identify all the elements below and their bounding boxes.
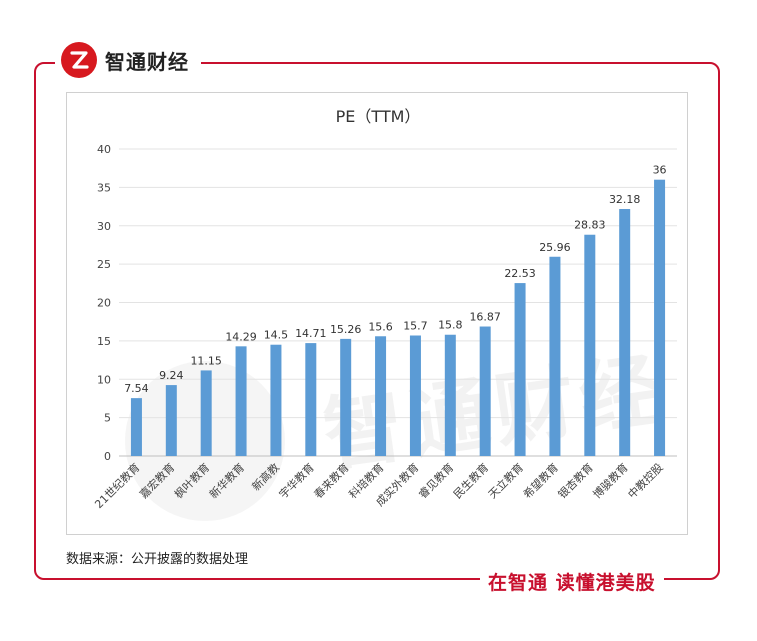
data-label: 22.53: [504, 267, 536, 280]
x-tick-label: 新华教育: [206, 460, 247, 501]
x-tick-label: 新高教: [249, 460, 282, 493]
y-tick-label: 30: [97, 220, 111, 233]
source-note: 数据来源：公开披露的数据处理: [66, 552, 249, 567]
brand-header: 智通财经: [55, 40, 201, 80]
y-tick-label: 25: [97, 258, 111, 271]
data-label: 14.29: [225, 330, 257, 343]
bar: [479, 326, 491, 456]
x-tick-label: 春来教育: [311, 460, 352, 501]
x-tick-label: 21世纪教育: [92, 460, 143, 511]
bar: [305, 343, 317, 456]
data-label: 15.8: [438, 319, 463, 332]
y-tick-label: 35: [97, 181, 111, 194]
data-label: 28.83: [574, 219, 606, 232]
data-label: 15.7: [403, 320, 428, 333]
data-label: 14.5: [264, 329, 289, 342]
data-label: 25.96: [539, 241, 571, 254]
bar: [270, 344, 282, 456]
data-label: 15.6: [368, 320, 393, 333]
y-tick-label: 10: [97, 373, 111, 386]
x-tick-label: 希望教育: [520, 460, 561, 501]
y-tick-label: 20: [97, 297, 111, 310]
x-tick-label: 博骏教育: [590, 460, 631, 501]
bar: [444, 334, 456, 456]
y-tick-label: 15: [97, 335, 111, 348]
x-tick-label: 宇华教育: [276, 460, 317, 501]
y-tick-label: 40: [97, 143, 111, 156]
bar: [514, 283, 526, 456]
bar: [619, 209, 631, 456]
chart-area: 智通财经 PE（TTM） 0 5 10 15 20 25 30 35 40 7.54 21世纪教育 9.…: [66, 92, 688, 535]
border-frame: [34, 62, 720, 580]
bar: [235, 346, 247, 456]
slogan: 在智通 读懂港美股: [480, 566, 664, 596]
chart-title: PE（TTM）: [336, 107, 421, 126]
data-label: 32.18: [609, 193, 641, 206]
data-label: 9.24: [159, 369, 184, 382]
x-tick-label: 睿见教育: [415, 460, 456, 501]
x-tick-label: 天立教育: [485, 460, 526, 501]
bar: [200, 370, 212, 456]
pe-bar-chart: PE（TTM） 0 5 10 15 20 25 30 35 40 7.54 21世纪教育 9.24 嘉宏教…: [92, 107, 677, 511]
bar: [549, 256, 561, 456]
bar: [130, 398, 142, 456]
x-tick-label: 中教控股: [625, 460, 666, 501]
bar: [584, 234, 596, 456]
bar: [654, 179, 666, 456]
data-label: 36: [653, 164, 667, 177]
y-tick-label: 5: [104, 412, 111, 425]
x-tick-label: 嘉宏教育: [136, 460, 177, 501]
bar: [165, 385, 177, 456]
bar: [340, 338, 352, 456]
data-label: 14.71: [295, 327, 327, 340]
x-tick-label: 民生教育: [450, 460, 491, 501]
x-tick-label: 银杏教育: [555, 460, 596, 501]
x-tick-label: 枫叶教育: [171, 460, 212, 501]
zhitong-logo-icon: [61, 42, 97, 78]
bar: [409, 335, 421, 456]
data-label: 15.26: [330, 323, 362, 336]
brand-name: 智通财经: [105, 49, 189, 74]
y-tick-label: 0: [104, 450, 111, 463]
data-label: 11.15: [190, 354, 222, 367]
data-label: 16.87: [469, 311, 501, 324]
data-label: 7.54: [124, 382, 149, 395]
bar: [375, 336, 387, 456]
